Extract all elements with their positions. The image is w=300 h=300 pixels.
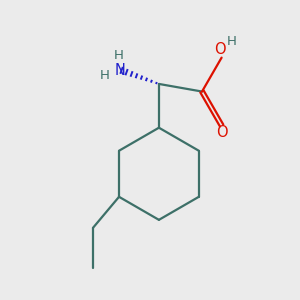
Text: O: O <box>214 42 226 57</box>
Text: O: O <box>216 125 228 140</box>
Text: H: H <box>114 49 123 62</box>
Text: H: H <box>99 70 109 83</box>
Text: H: H <box>227 35 237 48</box>
Text: N: N <box>114 62 125 77</box>
